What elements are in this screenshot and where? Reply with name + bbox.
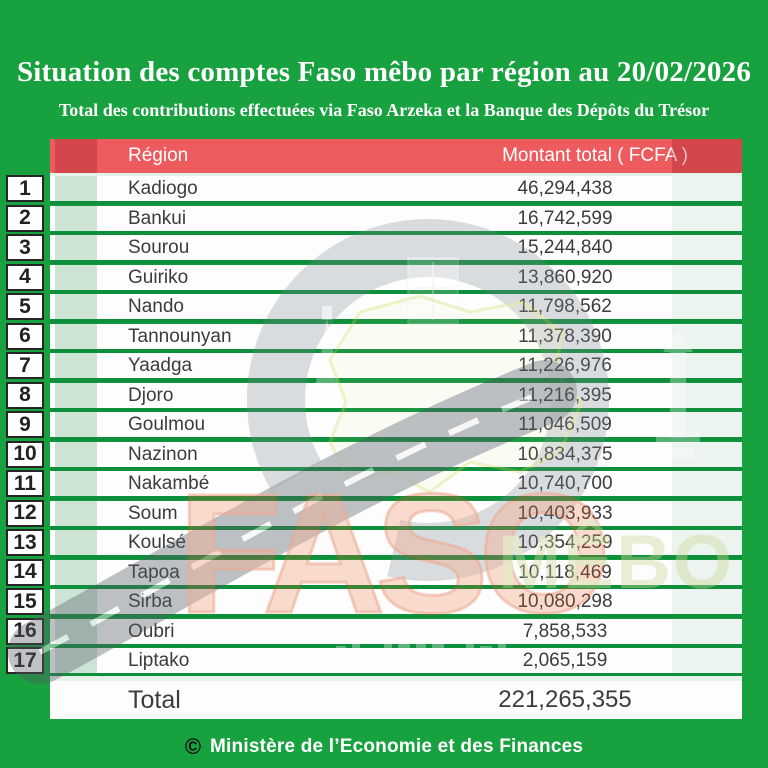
row-bar: Koulsé 10,354,259 [50,530,742,555]
row-amount: 16,742,599 [517,207,613,229]
table-row: 2 Bankui 16,742,599 [6,204,742,232]
row-region: Bankui [128,207,187,229]
column-header-amount: Montant total ( FCFA ) [502,145,688,166]
row-rank: 8 [6,381,44,409]
row-rank: 15 [6,588,44,615]
row-amount: 15,244,840 [517,237,613,258]
row-region: Nando [128,296,184,317]
table-row: 16 Oubri 7,858,533 [6,617,742,645]
row-amount: 10,118,469 [518,561,612,583]
table-body: 1 Kadiogo 46,294,438 2 Bankui 16,742,599… [6,175,742,678]
row-rank: 17 [6,647,44,674]
table-row: 17 Liptako 2,065,159 [6,647,742,674]
row-bar: Soum 10,403,933 [50,500,742,526]
row-region: Djoro [128,384,174,406]
row-region: Liptako [128,650,190,671]
table-row: 8 Djoro 11,216,395 [6,381,742,409]
row-region: Sourou [128,237,190,258]
column-header-region: Région [128,145,189,166]
row-bar: Oubri 7,858,533 [50,618,742,644]
row-region: Guiriko [128,266,189,288]
row-bar: Liptako 2,065,159 [50,648,742,673]
row-amount: 7,858,533 [522,620,608,642]
table-row: 5 Nando 11,798,562 [6,293,742,320]
row-rank: 2 [6,204,44,232]
row-rank: 4 [6,263,44,291]
row-bar: Goulmou 11,046,509 [50,412,742,437]
row-region: Nazinon [128,443,198,465]
row-region: Oubri [128,620,175,642]
row-bar: Nazinon 10,834,375 [50,441,742,467]
row-rank: 13 [6,529,44,556]
row-amount: 46,294,438 [517,178,613,199]
row-amount: 2,065,159 [522,650,608,671]
row-amount: 11,378,390 [518,325,612,347]
row-region: Kadiogo [128,178,198,199]
table-row: 6 Tannounyan 11,378,390 [6,322,742,350]
row-rank: 16 [6,617,44,645]
row-region: Goulmou [128,414,206,435]
row-region: Sirba [128,591,173,612]
row-amount: 11,798,562 [518,296,612,317]
row-amount: 11,046,509 [518,414,612,435]
row-region: Nakambé [128,473,210,494]
row-rank: 11 [6,470,44,497]
table-row: 13 Koulsé 10,354,259 [6,529,742,556]
total-amount: 221,265,355 [498,686,632,713]
row-bar: Nakambé 10,740,700 [50,471,742,496]
row-bar: Sirba 10,080,298 [50,589,742,614]
row-rank: 6 [6,322,44,350]
row-amount: 13,860,920 [517,266,613,288]
row-rank: 1 [6,175,44,202]
table-row: 7 Yaadga 11,226,976 [6,352,742,379]
row-bar: Tapoa 10,118,469 [50,559,742,585]
row-bar: Bankui 16,742,599 [50,205,742,231]
footer: © Ministère de l’Economie et des Finance… [0,734,768,760]
row-rank: 3 [6,234,44,261]
total-label: Total [128,686,181,714]
row-bar: Nando 11,798,562 [50,294,742,319]
table-row: 4 Guiriko 13,860,920 [6,263,742,291]
table-row: 14 Tapoa 10,118,469 [6,558,742,586]
row-amount: 11,216,395 [518,384,612,406]
row-amount: 10,403,933 [517,502,613,524]
row-amount: 11,226,976 [518,355,612,376]
row-region: Yaadga [128,355,193,376]
row-rank: 10 [6,440,44,468]
table-row: 11 Nakambé 10,740,700 [6,470,742,497]
row-bar: Yaadga 11,226,976 [50,353,742,378]
row-rank: 12 [6,499,44,527]
row-amount: 10,080,298 [517,591,613,612]
row-bar: Tannounyan 11,378,390 [50,323,742,349]
row-amount: 10,354,259 [517,532,613,553]
table-row: 9 Goulmou 11,046,509 [6,411,742,438]
table-row: 12 Soum 10,403,933 [6,499,742,527]
footer-text: Ministère de l’Economie et des Finances [210,736,584,757]
row-amount: 10,740,700 [517,473,613,494]
row-region: Tapoa [128,561,180,583]
row-rank: 7 [6,352,44,379]
page-title: Situation des comptes Faso mêbo par régi… [16,56,752,88]
row-rank: 9 [6,411,44,438]
copyright-icon: © [184,734,202,759]
total-row: Total 221,265,355 [50,681,742,719]
row-rank: 14 [6,558,44,586]
table-row: 15 Sirba 10,080,298 [6,588,742,615]
row-region: Tannounyan [128,325,232,347]
row-amount: 10,834,375 [517,443,613,465]
row-region: Soum [128,502,178,524]
table-row: 3 Sourou 15,244,840 [6,234,742,261]
page-subtitle: Total des contributions effectuées via F… [58,100,710,120]
table-row: 1 Kadiogo 46,294,438 [6,175,742,202]
row-bar: Kadiogo 46,294,438 [50,176,742,201]
table-row: 10 Nazinon 10,834,375 [6,440,742,468]
row-region: Koulsé [128,532,187,553]
row-bar: Guiriko 13,860,920 [50,264,742,290]
row-bar: Djoro 11,216,395 [50,382,742,408]
row-bar: Sourou 15,244,840 [50,235,742,260]
row-rank: 5 [6,293,44,320]
table-header: Région Montant total ( FCFA ) [50,139,742,173]
